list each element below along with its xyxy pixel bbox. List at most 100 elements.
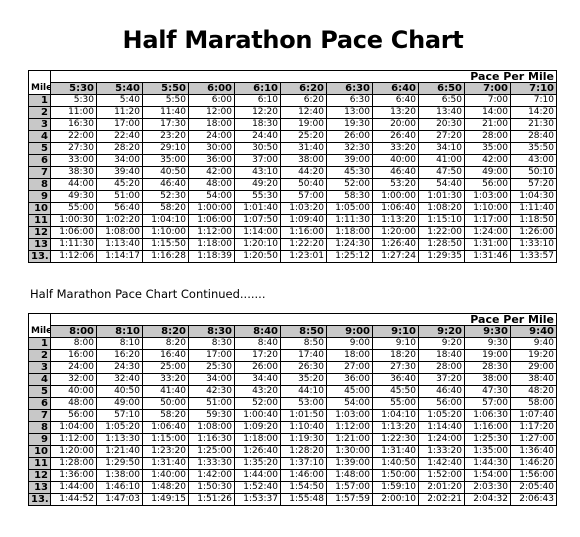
time-cell: 1:40:00: [142, 469, 189, 482]
pace-header-cell: 6:10: [234, 82, 281, 95]
time-cell: 1:20:00: [50, 445, 97, 458]
mile-cell: 13: [28, 238, 51, 251]
time-cell: 1:22:30: [372, 433, 419, 446]
mile-cell: 9: [28, 433, 51, 446]
time-cell: 44:00: [50, 178, 97, 191]
time-cell: 8:50: [280, 337, 327, 350]
time-cell: 36:00: [326, 373, 373, 386]
time-cell: 43:00: [510, 154, 557, 167]
time-cell: 1:42:40: [418, 457, 465, 470]
time-cell: 1:00:00: [188, 202, 235, 215]
time-cell: 42:00: [188, 166, 235, 179]
mile-cell: 2: [28, 349, 51, 362]
time-cell: 1:17:20: [510, 421, 557, 434]
time-cell: 25:20: [280, 130, 327, 143]
time-cell: 1:44:30: [464, 457, 511, 470]
time-cell: 1:39:00: [326, 457, 373, 470]
time-cell: 1:14:17: [96, 250, 143, 263]
table-row: 7 38:30 39:40 40:50 42:00 43:10 44:20 45:30 46:4…: [28, 166, 557, 179]
mile-cell: 4: [28, 130, 51, 143]
time-cell: 1:07:40: [510, 409, 557, 422]
time-cell: 55:00: [372, 397, 419, 410]
time-cell: 1:57:00: [326, 481, 373, 494]
pace-table-2: Mile Pace Per Mile 8:00 8:10 8:20 8:30 8:40 8…: [28, 313, 557, 506]
time-cell: 1:48:00: [326, 469, 373, 482]
time-cell: 1:46:20: [510, 457, 557, 470]
time-cell: 44:10: [280, 385, 327, 398]
table-row: 1 5:30 5:40 5:50 6:00 6:10 6:20 6:30 6:40 6:50 7:0…: [28, 94, 557, 107]
time-cell: 2:00:10: [372, 493, 419, 506]
time-cell: 45:00: [326, 385, 373, 398]
time-cell: 9:00: [326, 337, 373, 350]
time-cell: 8:30: [188, 337, 235, 350]
time-cell: 1:33:20: [418, 445, 465, 458]
time-cell: 5:50: [142, 94, 189, 107]
time-cell: 26:00: [326, 130, 373, 143]
pace-header-cell: 8:30: [188, 325, 235, 338]
time-cell: 50:10: [510, 166, 557, 179]
time-cell: 1:52:00: [418, 469, 465, 482]
time-cell: 1:18:00: [326, 226, 373, 239]
time-cell: 45:30: [326, 166, 373, 179]
time-cell: 35:50: [510, 142, 557, 155]
time-cell: 1:24:00: [418, 433, 465, 446]
time-cell: 40:00: [50, 385, 97, 398]
time-cell: 48:00: [188, 178, 235, 191]
mile-cell: 13.1: [28, 493, 51, 506]
table-row: 9 49:30 51:00 52:30 54:00 55:30 57:00 58:30 1:00…: [28, 190, 557, 203]
time-cell: 1:11:30: [326, 214, 373, 227]
time-cell: 48:20: [510, 385, 557, 398]
table-row: 12 1:36:00 1:38:00 1:40:00 1:42:00 1:44:00 1:4…: [28, 469, 557, 482]
time-cell: 1:11:30: [50, 238, 97, 251]
time-cell: 21:30: [510, 118, 557, 131]
time-cell: 1:08:00: [188, 421, 235, 434]
mile-cell: 3: [28, 361, 51, 374]
time-cell: 54:00: [326, 397, 373, 410]
time-cell: 1:27:24: [372, 250, 419, 263]
time-cell: 18:00: [326, 349, 373, 362]
time-cell: 49:20: [234, 178, 281, 191]
time-cell: 1:25:30: [464, 433, 511, 446]
time-cell: 1:21:40: [96, 445, 143, 458]
time-cell: 30:50: [234, 142, 281, 155]
time-cell: 1:04:10: [142, 214, 189, 227]
time-cell: 53:20: [372, 178, 419, 191]
time-cell: 54:40: [418, 178, 465, 191]
mile-cell: 11: [28, 457, 51, 470]
time-cell: 12:20: [234, 106, 281, 119]
time-cell: 9:30: [464, 337, 511, 350]
time-cell: 6:10: [234, 94, 281, 107]
time-cell: 1:52:40: [234, 481, 281, 494]
time-cell: 1:44:00: [50, 481, 97, 494]
time-cell: 38:40: [510, 373, 557, 386]
time-cell: 1:06:00: [50, 226, 97, 239]
table-row: 11 1:28:00 1:29:50 1:31:40 1:33:30 1:35:20 1:3…: [28, 457, 557, 470]
time-cell: 1:33:30: [188, 457, 235, 470]
time-cell: 23:20: [142, 130, 189, 143]
mile-cell: 8: [28, 421, 51, 434]
time-cell: 11:20: [96, 106, 143, 119]
time-cell: 40:00: [372, 154, 419, 167]
time-cell: 1:00:00: [372, 190, 419, 203]
mile-cell: 12: [28, 469, 51, 482]
time-cell: 51:00: [96, 190, 143, 203]
time-cell: 44:20: [280, 166, 327, 179]
time-cell: 35:20: [280, 373, 327, 386]
time-cell: 2:05:40: [510, 481, 557, 494]
pace-per-mile-header: Pace Per Mile: [50, 313, 557, 326]
time-cell: 36:00: [188, 154, 235, 167]
time-cell: 1:54:00: [464, 469, 511, 482]
pace-header-cell: 5:30: [50, 82, 97, 95]
mile-cell: 1: [28, 94, 51, 107]
time-cell: 42:00: [464, 154, 511, 167]
time-cell: 1:48:20: [142, 481, 189, 494]
mile-cell: 8: [28, 178, 51, 191]
time-cell: 33:20: [142, 373, 189, 386]
time-cell: 1:18:50: [510, 214, 557, 227]
mile-cell: 4: [28, 373, 51, 386]
time-cell: 1:44:00: [234, 469, 281, 482]
time-cell: 1:04:30: [510, 190, 557, 203]
time-cell: 1:42:00: [188, 469, 235, 482]
time-cell: 13:20: [372, 106, 419, 119]
time-cell: 57:00: [464, 397, 511, 410]
